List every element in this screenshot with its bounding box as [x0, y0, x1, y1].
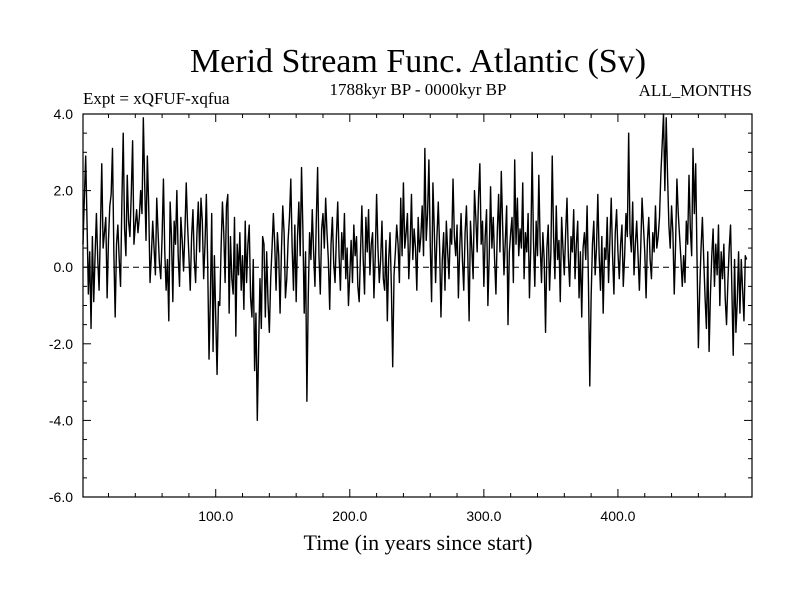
- x-tick-label: 400.0: [600, 508, 635, 524]
- y-tick-label: -2.0: [49, 336, 73, 352]
- x-tick-label: 300.0: [466, 508, 501, 524]
- period-label: 1788kyr BP - 0000kyr BP: [330, 80, 507, 99]
- plot-frame: [82, 113, 753, 498]
- x-tick-label: 100.0: [198, 508, 233, 524]
- y-tick-label: 2.0: [54, 183, 74, 199]
- plot-area: 4.0 2.0 0.0 -2.0 -4.0 -6.0 100.0 200.0 300.0 400.…: [49, 106, 753, 524]
- season-label: ALL_MONTHS: [639, 81, 752, 100]
- x-axis-label: Time (in years since start): [304, 530, 533, 555]
- y-tick-label: 4.0: [54, 106, 74, 122]
- x-tick-label: 200.0: [332, 508, 367, 524]
- chart-title: Merid Stream Func. Atlantic (Sv): [190, 43, 646, 80]
- y-tick-label: 0.0: [54, 259, 74, 275]
- y-tick-label: -4.0: [49, 412, 73, 428]
- stream-function-series-line: [82, 113, 748, 422]
- y-tick-label: -6.0: [49, 489, 73, 505]
- experiment-label: Expt = xQFUF-xqfua: [83, 89, 230, 108]
